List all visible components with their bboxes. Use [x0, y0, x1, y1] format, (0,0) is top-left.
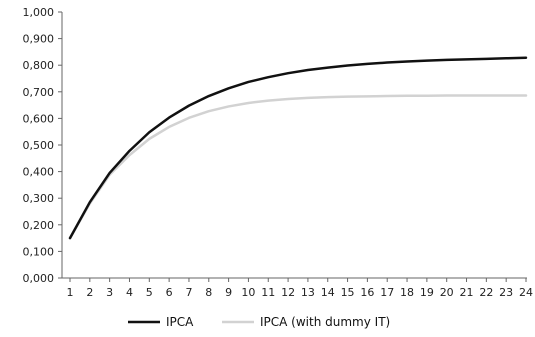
x-tick-label: 19: [420, 286, 434, 299]
x-tick-label: 11: [261, 286, 275, 299]
x-tick-label: 5: [146, 286, 153, 299]
x-tick-label: 12: [281, 286, 295, 299]
x-tick-label: 9: [225, 286, 232, 299]
y-tick-label: 0,500: [23, 139, 55, 152]
y-tick-label: 0,700: [23, 86, 55, 99]
x-tick-label: 10: [241, 286, 255, 299]
y-tick-label: 1,000: [23, 6, 55, 19]
x-tick-label: 2: [86, 286, 93, 299]
legend-label-ipca: IPCA: [166, 315, 194, 329]
x-tick-label: 7: [185, 286, 192, 299]
x-tick-label: 4: [126, 286, 133, 299]
y-ticks: 0,000 0,100 0,200 0,300 0,400 0,500 0,600 0,700…: [23, 6, 62, 285]
y-tick-label: 0,000: [23, 272, 55, 285]
x-ticks: 1 2 3 4 5 6 7 8 9 10 11 12 13 14 15 16 17 18 19 20 21 22 23 24: [67, 278, 533, 299]
y-tick-label: 0,400: [23, 166, 55, 179]
y-tick-label: 0,800: [23, 59, 55, 72]
x-tick-label: 17: [380, 286, 394, 299]
x-tick-label: 3: [106, 286, 113, 299]
x-tick-label: 22: [479, 286, 493, 299]
series-line-ipca: [68, 56, 528, 240]
x-tick-label: 18: [400, 286, 414, 299]
x-tick-label: 14: [321, 286, 335, 299]
x-tick-label: 15: [341, 286, 355, 299]
x-tick-label: 6: [166, 286, 173, 299]
y-tick-label: 0,200: [23, 219, 55, 232]
series-layer: [68, 56, 528, 240]
legend: IPCA IPCA (with dummy IT): [128, 315, 390, 329]
x-tick-label: 23: [499, 286, 513, 299]
y-tick-label: 0,900: [23, 33, 55, 46]
x-tick-label: 13: [301, 286, 315, 299]
y-tick-label: 0,600: [23, 112, 55, 125]
x-tick-label: 16: [360, 286, 374, 299]
x-tick-label: 20: [440, 286, 454, 299]
legend-label-ipca-dummy-it: IPCA (with dummy IT): [260, 315, 390, 329]
x-tick-label: 1: [67, 286, 74, 299]
y-tick-label: 0,100: [23, 245, 55, 258]
series-line-ipca-dummy-it: [68, 94, 528, 240]
x-tick-label: 21: [460, 286, 474, 299]
x-tick-label: 24: [519, 286, 533, 299]
x-tick-label: 8: [205, 286, 212, 299]
y-tick-label: 0,300: [23, 192, 55, 205]
